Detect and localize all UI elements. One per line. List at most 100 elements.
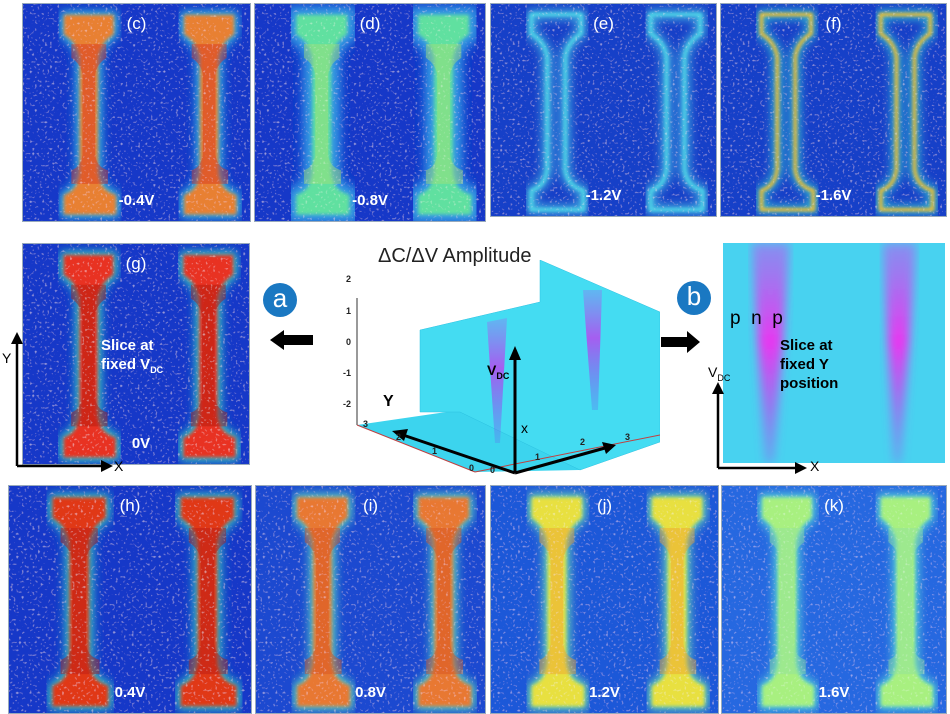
badge-a: a — [263, 283, 297, 317]
axis-x-label: X — [810, 458, 820, 474]
voltage-label: 0.8V — [355, 684, 386, 701]
device-dumbbell — [878, 12, 935, 212]
capacitance-map-image — [491, 486, 718, 713]
voltage-label: 1.2V — [589, 684, 620, 701]
pnp-labels: p n p — [730, 309, 783, 328]
y-tick: 2 — [396, 432, 402, 442]
panel-i: (i) 0.8V — [255, 485, 486, 714]
n-region-trace — [487, 318, 507, 443]
device-dumbbell — [191, 44, 229, 184]
panel-j: (j) 1.2V — [490, 485, 719, 714]
vdc-x-axes-arrows — [712, 382, 807, 474]
panel-k: (k) 1.6V — [721, 485, 947, 714]
panel-label: (d) — [359, 14, 381, 33]
device-dumbbell — [659, 527, 697, 675]
z-tick: 2 — [346, 274, 352, 284]
panel-label: (f) — [825, 14, 842, 33]
x-tick: 0 — [490, 465, 496, 475]
device-dumbbell — [888, 527, 925, 675]
voltage-label: 0.4V — [114, 684, 146, 701]
axis-vdc-text: V — [708, 364, 718, 380]
n-region-trace — [751, 243, 790, 463]
z-tick: 0 — [346, 337, 352, 347]
panel-g: (g) Slice at fixed VDC 0V — [22, 243, 250, 465]
slice-text-line: position — [780, 375, 839, 392]
device-dumbbell — [539, 527, 576, 675]
panel-label: (i) — [362, 496, 379, 515]
left-arrow-icon — [270, 330, 313, 350]
device-dumbbell — [648, 12, 705, 212]
z-tick: -1 — [343, 368, 352, 378]
axis-vdc-subscript: DC — [717, 372, 731, 383]
n-region-trace — [882, 243, 917, 463]
background — [721, 4, 946, 216]
panel-label: (k) — [824, 496, 844, 515]
axis-y-label: Y — [2, 350, 12, 366]
panel-f: (f) -1.6V — [720, 3, 947, 217]
voltage-label: -0.4V — [118, 192, 155, 209]
device-dumbbell — [425, 44, 463, 184]
voltage-label: -0.8V — [352, 192, 388, 209]
n-region-label: n — [751, 308, 762, 329]
axis-y-label: Y — [383, 393, 394, 410]
device-dumbbell — [71, 44, 108, 184]
xy-axes-arrows — [11, 332, 113, 472]
slice-annotation: Slice at fixed Y position — [780, 336, 838, 393]
capacitance-map-image — [23, 4, 250, 221]
p-region-label: p — [730, 308, 741, 329]
axis-x-label: x — [521, 420, 528, 436]
device-dumbbell — [71, 284, 108, 427]
panel-e: (e) -1.2V — [490, 3, 717, 217]
voltage-label: 1.6V — [818, 684, 850, 701]
device-dumbbell — [304, 527, 342, 675]
panel-c: (c) -0.4V — [22, 3, 251, 222]
slice-annotation: Slice at fixed VDC — [101, 336, 163, 380]
y-tick: 3 — [363, 419, 369, 429]
capacitance-map-image — [256, 486, 485, 713]
device-dumbbell — [426, 527, 464, 675]
background — [491, 4, 716, 216]
device-dumbbell — [188, 527, 228, 675]
panel-label: (j) — [596, 496, 613, 515]
panel-label: (h) — [119, 496, 141, 515]
p-region-label: p — [772, 308, 783, 329]
3d-plot — [356, 260, 660, 475]
panel-b: p n p Slice at fixed Y position — [723, 243, 945, 463]
device-dumbbell — [769, 527, 806, 675]
device-dumbbell — [759, 12, 816, 212]
axis-vdc-label: VDC — [487, 362, 509, 381]
n-region-trace — [583, 290, 602, 410]
capacitance-map-image — [491, 4, 716, 216]
voltage-label: 0V — [131, 435, 151, 452]
slice-text-line: fixed Y — [780, 356, 829, 373]
axis-vdc-label: VDC — [708, 364, 730, 383]
device-dumbbell — [529, 12, 586, 212]
capacitance-map-image — [722, 486, 946, 713]
x-tick: 1 — [535, 452, 541, 462]
axis-x-label: X — [114, 458, 124, 474]
panel-label: (g) — [125, 254, 147, 273]
y-tick: 1 — [432, 446, 438, 456]
slice-text-line: fixed V — [101, 356, 151, 373]
capacitance-map-image — [23, 244, 249, 464]
device-dumbbell — [60, 527, 100, 675]
y-tick: 0 — [469, 463, 475, 473]
panel-label: (e) — [593, 14, 614, 33]
capacitance-map-image — [255, 4, 485, 221]
x-tick: 3 — [625, 432, 631, 442]
plot-title: ΔC/ΔV Amplitude — [378, 245, 532, 267]
slice-text-subscript: DC — [150, 365, 164, 375]
axis-vdc-subscript: DC — [496, 370, 510, 381]
device-dumbbell — [190, 284, 228, 427]
right-arrow-icon — [661, 331, 700, 353]
z-tick: 1 — [346, 306, 352, 316]
voltage-label: -1.2V — [585, 187, 622, 204]
panel-d: (d) -0.8V — [254, 3, 486, 222]
z-tick: -2 — [343, 399, 352, 409]
capacitance-map-image — [721, 4, 946, 216]
badge-b: b — [677, 281, 711, 315]
voltage-label: -1.6V — [815, 187, 852, 204]
panel-h: (h) 0.4V — [8, 485, 252, 714]
capacitance-map-image — [9, 486, 251, 713]
axis-vdc-text: V — [487, 362, 497, 378]
